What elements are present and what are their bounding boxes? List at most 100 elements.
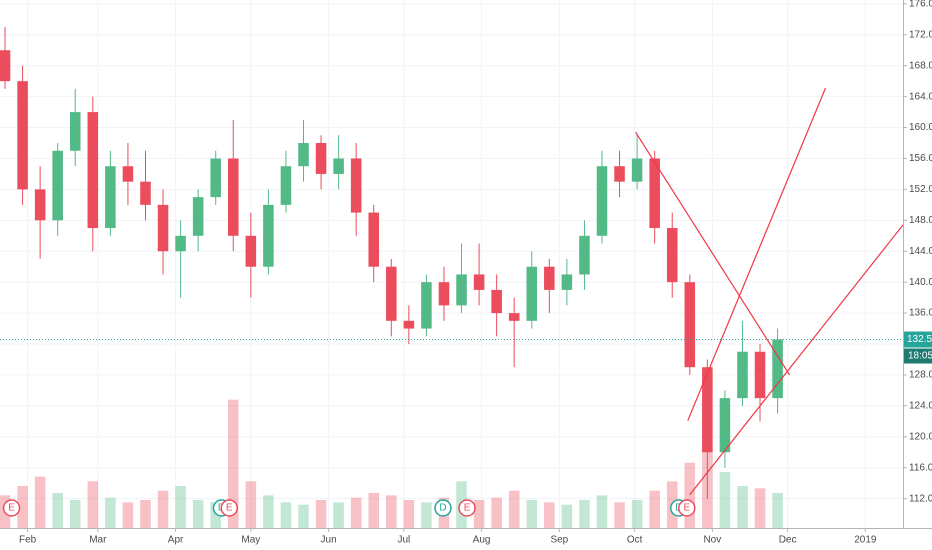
y-tick-label: 152.00 xyxy=(909,184,932,195)
y-tick-label: 176.00 xyxy=(909,0,932,10)
volume-bar xyxy=(596,495,608,528)
volume-bar xyxy=(561,504,573,528)
candle-body xyxy=(386,266,397,321)
volume-bar xyxy=(192,500,204,528)
countdown-label: 18:05 xyxy=(908,351,932,362)
y-tick-label: 164.00 xyxy=(909,91,932,102)
volume-bar xyxy=(210,502,221,528)
candle-body xyxy=(631,158,643,182)
candle-body xyxy=(544,266,555,290)
volume-bar xyxy=(263,495,274,528)
candle-body xyxy=(245,235,257,267)
y-tick-label: 156.00 xyxy=(909,153,932,164)
candle-body xyxy=(456,274,467,306)
candle-body xyxy=(491,289,502,314)
trend-line xyxy=(687,87,827,421)
candle-body xyxy=(263,204,274,267)
candle-body xyxy=(105,166,116,229)
x-tick-label: Jul xyxy=(397,535,410,546)
volume-bar xyxy=(228,399,239,528)
volume-bar xyxy=(386,495,397,528)
candle-body xyxy=(210,158,221,198)
volume-bar xyxy=(579,500,590,528)
last-price-label: 132.58 xyxy=(907,334,932,345)
volume-bar xyxy=(614,502,625,528)
volume-bar xyxy=(754,488,766,528)
volume-bar xyxy=(350,497,362,528)
volume-bar xyxy=(157,490,169,528)
candle-body xyxy=(52,150,63,221)
volume-bar xyxy=(719,472,731,528)
x-tick-label: Jun xyxy=(321,535,337,546)
event-marker xyxy=(678,499,696,517)
volume-bar xyxy=(175,486,186,528)
candle-body xyxy=(192,197,204,236)
volume-bar xyxy=(298,504,309,528)
volume-bar xyxy=(87,481,99,528)
x-tick-label: 2019 xyxy=(854,535,877,546)
y-tick-label: 112.00 xyxy=(909,493,932,504)
candle-body xyxy=(737,351,748,399)
trend-line xyxy=(689,224,904,496)
candle-body xyxy=(614,166,625,182)
candle-body xyxy=(508,313,520,321)
event-marker xyxy=(434,499,452,517)
candle-body xyxy=(69,112,81,151)
y-tick-label: 120.00 xyxy=(909,431,932,442)
volume-bar xyxy=(508,490,520,528)
event-label: E xyxy=(683,503,690,514)
candle-body xyxy=(280,166,292,205)
volume-bar xyxy=(315,500,327,528)
event-marker xyxy=(458,499,476,517)
volume-bar xyxy=(280,502,292,528)
volume-bar xyxy=(105,497,116,528)
volume-bar xyxy=(649,490,660,528)
volume-bar xyxy=(473,500,485,528)
last-price-box xyxy=(904,331,932,348)
volume-bar xyxy=(544,502,555,528)
volume-bar xyxy=(140,500,151,528)
candle-body xyxy=(228,158,239,236)
candle-body xyxy=(350,158,362,213)
candle-body xyxy=(368,212,380,267)
volume-bar xyxy=(684,462,696,528)
candle-body xyxy=(122,166,134,182)
volume-bar xyxy=(333,502,344,528)
candle-body xyxy=(719,398,731,453)
volume-bar xyxy=(491,497,502,528)
volume-bar xyxy=(631,500,643,528)
event-label: E xyxy=(226,503,233,514)
candle-body xyxy=(87,112,99,229)
y-tick-label: 140.00 xyxy=(909,277,932,288)
x-tick-label: Mar xyxy=(89,535,107,546)
event-label: D xyxy=(439,503,446,514)
candle-body xyxy=(684,282,696,368)
event-label: E xyxy=(8,503,15,514)
candle-body xyxy=(421,282,432,329)
x-tick-label: Apr xyxy=(168,535,184,546)
candle-body xyxy=(473,274,485,290)
y-tick-label: 128.00 xyxy=(909,370,932,381)
candle-body xyxy=(754,351,766,399)
volume-bar xyxy=(772,493,783,528)
candle-body xyxy=(526,266,538,321)
volume-bar xyxy=(403,500,415,528)
x-tick-label: Nov xyxy=(703,535,721,546)
x-tick-label: Sep xyxy=(550,535,568,546)
candle-body xyxy=(333,158,344,174)
candle-body xyxy=(315,143,327,174)
candle-body xyxy=(596,166,608,236)
candle-body xyxy=(0,50,11,82)
volume-bar xyxy=(421,502,432,528)
x-tick-label: Aug xyxy=(473,535,491,546)
event-label: E xyxy=(464,503,471,514)
candle-body xyxy=(175,235,186,252)
candle-body xyxy=(561,274,573,290)
volume-bar xyxy=(526,500,538,528)
y-tick-label: 148.00 xyxy=(909,215,932,226)
candle-body xyxy=(772,339,783,399)
y-tick-label: 124.00 xyxy=(909,400,932,411)
x-tick-label: Dec xyxy=(779,535,797,546)
